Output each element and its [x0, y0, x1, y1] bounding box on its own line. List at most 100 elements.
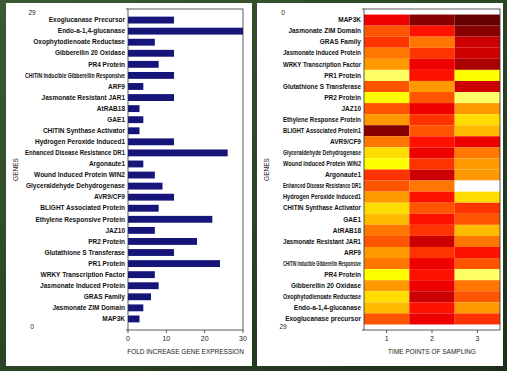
bar: [128, 271, 155, 278]
cell: [455, 147, 500, 158]
cell: [455, 158, 500, 169]
category-label: Exoglucanase precursor: [285, 315, 361, 323]
panel: [6, 3, 252, 366]
bar: [128, 161, 143, 168]
cell: [409, 291, 454, 302]
cell: [455, 291, 500, 302]
cell: [364, 247, 409, 258]
x-tick: [243, 330, 244, 333]
category-label: PR4 Protein: [324, 271, 361, 278]
cell: [364, 280, 409, 291]
bar: [128, 50, 174, 57]
cell: [364, 258, 409, 269]
category-label: CHITIN Synthase Activator: [43, 127, 126, 135]
cell: [455, 70, 500, 81]
bar: [128, 72, 174, 79]
cell: [364, 59, 409, 70]
category-label: Enhanced Disease Resistance DR1: [283, 182, 361, 189]
bar: [128, 61, 159, 68]
cell: [409, 81, 454, 92]
cell: [455, 236, 500, 247]
cell: [455, 225, 500, 236]
category-label: Exoglucanase Precursor: [49, 16, 126, 24]
category-label: Jasmonate Induced Protein: [40, 282, 125, 289]
x-tick-label: 30: [239, 335, 247, 342]
cell: [364, 136, 409, 147]
cell: [455, 302, 500, 313]
category-label: Enhanced Disease Resistance DR1: [25, 149, 125, 156]
marks: [364, 15, 500, 325]
cell: [455, 258, 500, 269]
category-label: Argonaute1: [89, 160, 126, 168]
category-label: Glyceraldehyde Dehydrogenase: [283, 149, 361, 157]
bar: [128, 205, 159, 212]
x-tick-label: 3: [475, 335, 479, 342]
category-label: Wound Induced Protein WIN2: [283, 160, 361, 167]
y-tick-label: 29: [279, 323, 287, 330]
cell: [364, 236, 409, 247]
cell: [455, 203, 500, 214]
bar: [128, 127, 140, 134]
bar: [128, 216, 212, 223]
category-label: BLIGHT Associated Protein: [40, 204, 125, 211]
cell: [455, 247, 500, 258]
x-axis-label: TIME POINTS OF SAMPLING: [388, 348, 476, 355]
category-label: AVR9/CF9: [94, 193, 125, 200]
category-label: CHITIN Inducible Gibberellin Responsive: [283, 260, 361, 268]
bar: [128, 39, 155, 46]
bar: [128, 194, 174, 201]
cell: [455, 48, 500, 59]
cell: [409, 26, 454, 37]
cell: [455, 92, 500, 103]
category-label: GAE1: [107, 116, 125, 123]
cell: [364, 302, 409, 313]
y-tick-label: 29: [28, 9, 36, 16]
cell: [409, 313, 454, 324]
cell: [364, 114, 409, 125]
cell: [409, 192, 454, 203]
bar: [128, 28, 243, 35]
category-label: PR1 Protein: [324, 72, 361, 79]
bar: [128, 138, 174, 145]
bar: [128, 105, 140, 112]
bar: [128, 260, 220, 267]
background: [0, 0, 507, 371]
page: Exoglucanase PrecursorEndo-a-1,4-glucana…: [0, 0, 507, 371]
category-label: GAE1: [343, 216, 361, 223]
x-tick-label: 1: [385, 335, 389, 342]
y-tick: [126, 9, 128, 10]
bar: [128, 17, 174, 24]
category-label: PR2 Protein: [324, 94, 361, 101]
cell: [409, 214, 454, 225]
x-tick-label: 2: [430, 335, 434, 342]
bar: [128, 315, 140, 322]
bar: [128, 172, 155, 179]
category-label: Jasmonate ZIM Domain: [288, 27, 361, 34]
x-tick: [128, 330, 129, 333]
category-label: AVR9/CF9: [330, 138, 361, 145]
cell: [455, 313, 500, 324]
y-tick: [362, 330, 364, 331]
category-label: PR4 Protein: [88, 61, 125, 68]
cell: [455, 103, 500, 114]
chart: Exoglucanase PrecursorEndo-a-1,4-glucana…: [12, 9, 247, 355]
cell: [409, 236, 454, 247]
cell: [364, 269, 409, 280]
cell: [364, 92, 409, 103]
cell: [364, 291, 409, 302]
cell: [409, 258, 454, 269]
bar: [128, 183, 163, 190]
cell: [455, 59, 500, 70]
category-label: ARF9: [108, 83, 125, 90]
cell: [455, 269, 500, 280]
cell: [409, 125, 454, 136]
cell: [455, 170, 500, 181]
cell: [455, 37, 500, 48]
cell: [364, 48, 409, 59]
cell: [409, 170, 454, 181]
category-label: PR2 Protein: [88, 238, 125, 245]
cell: [364, 81, 409, 92]
category-label: Jasmonate Induced Protein: [283, 49, 361, 56]
y-tick-label: 0: [30, 323, 34, 330]
bar: [128, 116, 143, 123]
